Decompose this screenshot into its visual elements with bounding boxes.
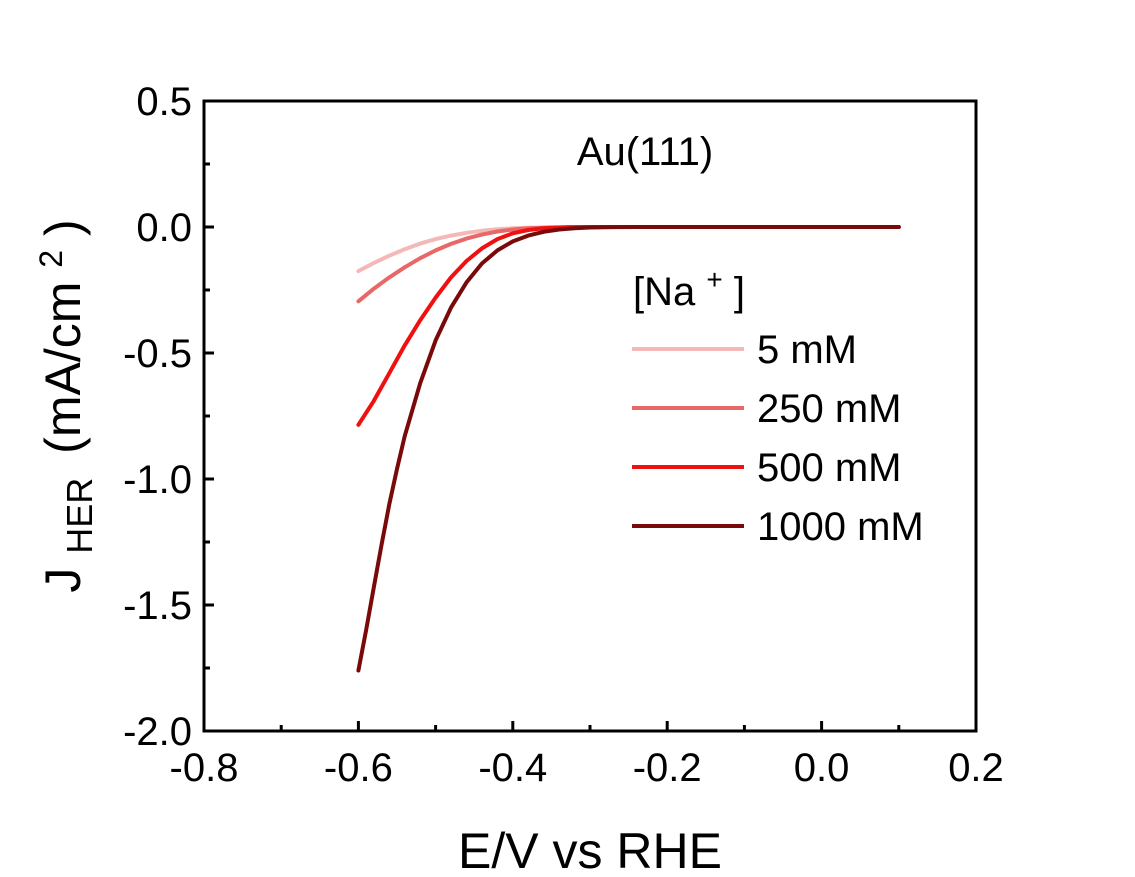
series-layer (356, 225, 901, 673)
x-axis-title: E/V vs RHE (458, 823, 722, 877)
series-line-4 (356, 225, 901, 673)
y-tick-label: 0.0 (136, 206, 192, 250)
x-tick-label: 0.0 (794, 746, 850, 790)
annotation-label: Au(111) (577, 130, 713, 174)
legend-title-superscript: + (706, 264, 722, 295)
y-axis-title-unit: (mA/cm (35, 282, 91, 454)
legend-label-1: 5 mM (757, 328, 857, 372)
legend-label-3: 500 mM (757, 446, 902, 490)
y-tick-label: -0.5 (123, 332, 192, 376)
legend-label-2: 250 mM (757, 387, 902, 431)
x-tick-label: -0.8 (170, 746, 239, 790)
legend-title: [Na + ] (633, 254, 745, 314)
legend-items: 5 mM 250 mM 500 mM 1000 mM (632, 328, 924, 549)
legend: [Na + ] 5 mM 250 mM 500 mM 1000 mM (632, 254, 924, 549)
y-axis-title-main: J (35, 568, 91, 593)
y-axis-title-subscript: HER (59, 478, 100, 554)
y-tick-label: -1.5 (123, 584, 192, 628)
x-tick-label: -0.6 (324, 746, 393, 790)
legend-title-main: [Na (633, 270, 696, 314)
y-axis-title: J HER (mA/cm 2 ) (17, 219, 103, 592)
x-tick-label: -0.2 (633, 746, 702, 790)
labels-layer: -0.8 -0.6 -0.4 -0.2 0.0 0.2 -2.0 -1.5 -1.0 -0.5 0.… (123, 80, 1004, 790)
x-tick-label: -0.4 (478, 746, 547, 790)
y-tick-label: -2.0 (123, 710, 192, 754)
y-tick-label: 0.5 (136, 80, 192, 124)
legend-label-4: 1000 mM (757, 505, 924, 549)
legend-title-close: ] (734, 270, 745, 314)
y-axis-title-close: ) (35, 219, 91, 236)
y-axis-title-superscript: 2 (33, 250, 69, 268)
ticks-layer (202, 99, 978, 733)
x-tick-label: 0.2 (948, 746, 1004, 790)
y-tick-label: -1.0 (123, 458, 192, 502)
